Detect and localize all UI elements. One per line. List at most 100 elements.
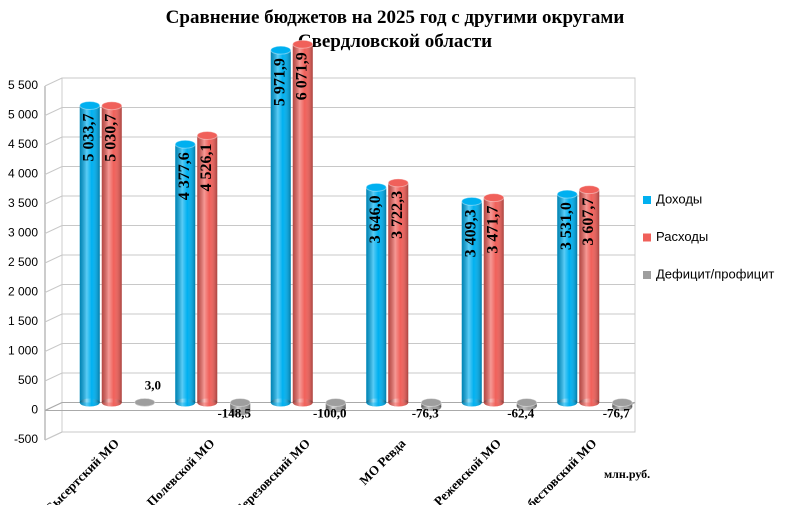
- bar-cap: [270, 45, 292, 55]
- bar-cap: [420, 398, 442, 407]
- x-tick-label: Березовский МО: [232, 436, 313, 505]
- bar-body-shade: [175, 144, 196, 403]
- value-label: 3 607,7: [580, 198, 597, 246]
- value-label: 3 471,7: [484, 206, 501, 254]
- legend-label: Расходы: [656, 229, 708, 244]
- value-label: 3,0: [145, 377, 161, 392]
- grid-line: [44, 343, 635, 352]
- y-tick-label: 4 000: [8, 167, 38, 181]
- value-label: 3 409,3: [462, 209, 479, 257]
- x-tick-label: Сысертский МО: [42, 436, 122, 505]
- grid-line: [44, 284, 635, 293]
- bar: [134, 397, 156, 407]
- legend-swatch: [643, 271, 651, 279]
- grid-line: [44, 107, 635, 116]
- value-label: 3 646,0: [367, 195, 384, 243]
- bar-cap: [134, 397, 156, 407]
- bar-body-shade: [292, 44, 313, 403]
- bar-cap: [461, 196, 483, 206]
- value-label: 5 033,7: [80, 114, 97, 162]
- bar-cap: [611, 398, 633, 407]
- value-label: 5 971,9: [271, 58, 288, 106]
- bar-body-shade: [270, 50, 291, 403]
- bar: [79, 101, 101, 407]
- bar: [387, 178, 409, 407]
- grid-line: [44, 77, 635, 87]
- bar-cap: [79, 101, 101, 111]
- bar-cap: [516, 398, 538, 407]
- y-tick-label: 1 500: [8, 314, 38, 328]
- value-label: -148,5: [217, 405, 251, 420]
- x-tick-label: Режевской МО: [431, 436, 504, 505]
- bar-body-shade: [366, 187, 387, 403]
- y-tick-label: 5 000: [8, 108, 38, 122]
- bar-cap: [556, 189, 578, 199]
- bar-cap: [578, 185, 600, 195]
- bar: [270, 45, 292, 407]
- bar-body-shade: [101, 105, 122, 403]
- value-label: 3 722,3: [389, 191, 406, 239]
- bar-cap: [101, 101, 123, 111]
- x-tick-label: Полевской МО: [144, 436, 218, 505]
- value-label: 4 526,1: [198, 143, 215, 191]
- legend-swatch: [643, 233, 651, 242]
- y-tick-label: 2 000: [8, 285, 38, 299]
- bar: [365, 182, 387, 407]
- legend-label: Дефицит/профицит: [656, 266, 774, 281]
- value-label: 5 030,7: [102, 114, 119, 162]
- bar-cap: [174, 139, 196, 149]
- bar-body-shade: [197, 135, 218, 403]
- value-label: -76,3: [412, 405, 440, 420]
- value-label: 3 531,0: [558, 202, 575, 250]
- y-tick-label: 3 500: [8, 196, 38, 210]
- bar: [516, 398, 538, 411]
- legend-label: Доходы: [656, 191, 702, 206]
- bar: [325, 398, 347, 413]
- value-label: -76,7: [603, 405, 631, 420]
- bar-body-shade: [461, 201, 482, 403]
- bar-body-shade: [230, 402, 251, 412]
- bar: [483, 193, 505, 407]
- bar: [420, 398, 442, 412]
- bar: [292, 39, 314, 407]
- grid-line: [44, 166, 635, 175]
- value-label: -62,4: [507, 405, 535, 420]
- bar: [578, 185, 600, 407]
- bar-body-shade: [557, 194, 578, 403]
- y-tick-label: 4 500: [8, 137, 38, 151]
- grid-line: [44, 195, 635, 205]
- bar: [461, 196, 483, 407]
- x-tick-label: Асбестовский МО: [514, 436, 600, 505]
- bar-body-shade: [483, 197, 504, 403]
- bar-cap: [325, 398, 347, 407]
- bar-body-shade: [388, 182, 409, 403]
- grid-line: [44, 431, 635, 441]
- legend-swatch: [643, 196, 651, 204]
- bar: [556, 189, 578, 407]
- bar: [101, 101, 123, 407]
- bar-cap: [196, 130, 218, 140]
- bar-body-shade: [579, 189, 600, 403]
- bar-cap: [483, 193, 505, 203]
- bar-cap: [229, 398, 251, 407]
- y-tick-label: -500: [14, 432, 38, 446]
- bar: [611, 398, 633, 412]
- bar-cap: [292, 39, 314, 49]
- grid-line: [44, 254, 635, 264]
- bar: [229, 398, 251, 416]
- bar-cap: [387, 178, 409, 188]
- x-tick-label: МО Ревда: [356, 435, 409, 488]
- value-label: 4 377,6: [176, 152, 193, 200]
- chart-title: Сравнение бюджетов на 2025 год с другими…: [165, 7, 625, 52]
- y-tick-label: 1 000: [8, 344, 38, 358]
- grid-line: [44, 136, 635, 146]
- value-label: 6 071,9: [293, 52, 310, 100]
- bar-cap: [365, 182, 387, 192]
- grid-line: [44, 225, 635, 234]
- y-tick-label: 5 500: [8, 78, 38, 92]
- y-tick-label: 2 500: [8, 255, 38, 269]
- y-tick-label: 3 000: [8, 226, 38, 240]
- grid-line: [44, 313, 635, 323]
